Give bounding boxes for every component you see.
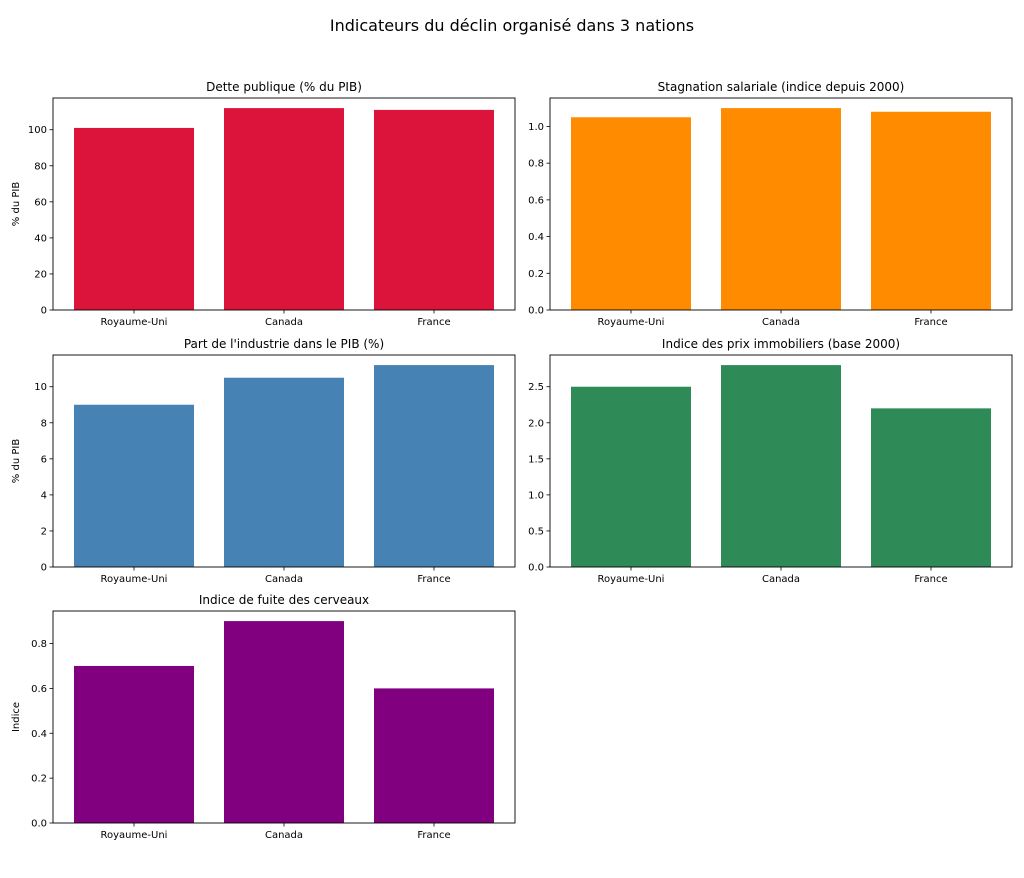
bar-france xyxy=(374,365,494,567)
y-tick-label: 2 xyxy=(41,526,47,537)
chart-4: 0.0 0.5 1.0 1.5 2.0 2.5 Royaume-Uni Canada Franc… xyxy=(528,337,1013,585)
x-tick-label-france: France xyxy=(417,830,450,841)
bar-canada xyxy=(224,108,344,310)
bar-royaume-uni xyxy=(571,117,691,311)
y-tick-label: 0.0 xyxy=(528,306,544,317)
bar-france xyxy=(374,109,494,311)
x-tick-label-royaume-uni: Royaume-Uni xyxy=(101,317,168,328)
y-tick-label: 0.0 xyxy=(528,563,544,574)
y-tick-label: 1.5 xyxy=(528,454,544,465)
x-tick-label-royaume-uni: Royaume-Uni xyxy=(598,574,665,585)
bar-france xyxy=(871,408,991,567)
chart-2: 0.0 0.2 0.4 0.6 0.8 1.0 Royaume-Uni Canada Franc… xyxy=(528,80,1013,328)
chart-title: Dette publique (% du PIB) xyxy=(206,80,362,94)
y-tick-label: 0.8 xyxy=(31,639,47,650)
y-tick-label: 2.5 xyxy=(528,382,544,393)
bar-canada xyxy=(224,621,344,823)
chart-3: 0 2 4 6 8 10 Royaume-Uni Canada France Part de l'… xyxy=(11,337,516,585)
x-tick-label-royaume-uni: Royaume-Uni xyxy=(101,574,168,585)
chart-1: 0 20 40 60 80 100 Royaume-Uni Canada France Dette… xyxy=(11,80,516,328)
y-tick-label: 2.0 xyxy=(528,418,544,429)
y-tick-label: 80 xyxy=(34,161,47,172)
y-tick-label: 6 xyxy=(41,454,47,465)
y-tick-label: 100 xyxy=(28,125,47,136)
x-tick-label-canada: Canada xyxy=(265,830,303,841)
x-tick-label-france: France xyxy=(914,317,947,328)
bar-france xyxy=(374,688,494,823)
y-tick-label: 0.4 xyxy=(31,729,47,740)
x-tick-label-canada: Canada xyxy=(762,317,800,328)
y-tick-label: 0.4 xyxy=(528,232,544,243)
chart-title: Indice des prix immobiliers (base 2000) xyxy=(662,337,900,351)
y-tick-label: 0.6 xyxy=(528,195,544,206)
y-tick-label: 0.5 xyxy=(528,526,544,537)
y-tick-label: 4 xyxy=(41,490,47,501)
y-tick-label: 0 xyxy=(41,306,47,317)
x-tick-label-france: France xyxy=(417,317,450,328)
y-tick-label: 0.2 xyxy=(31,774,47,785)
bar-canada xyxy=(721,108,841,310)
y-tick-label: 1.0 xyxy=(528,122,544,133)
y-tick-label: 0.0 xyxy=(31,819,47,830)
x-tick-label-france: France xyxy=(914,574,947,585)
figure-title: Indicateurs du déclin organisé dans 3 na… xyxy=(330,16,694,35)
y-tick-label: 0.8 xyxy=(528,159,544,170)
y-tick-label: 0.6 xyxy=(31,684,47,695)
y-tick-label: 0.2 xyxy=(528,269,544,280)
y-tick-label: 60 xyxy=(34,197,47,208)
y-tick-label: 8 xyxy=(41,418,47,429)
x-tick-label-royaume-uni: Royaume-Uni xyxy=(598,317,665,328)
x-tick-label-france: France xyxy=(417,574,450,585)
bar-royaume-uni xyxy=(571,386,691,567)
y-axis-label: % du PIB xyxy=(11,439,22,484)
x-tick-label-canada: Canada xyxy=(265,317,303,328)
y-tick-label: 1.0 xyxy=(528,490,544,501)
y-tick-label: 10 xyxy=(34,382,47,393)
y-tick-label: 0 xyxy=(41,563,47,574)
chart-title: Stagnation salariale (indice depuis 2000… xyxy=(658,80,905,94)
bar-royaume-uni xyxy=(74,665,194,823)
bar-canada xyxy=(721,365,841,567)
bar-canada xyxy=(224,377,344,567)
bar-royaume-uni xyxy=(74,404,194,567)
bar-france xyxy=(871,111,991,311)
x-tick-label-royaume-uni: Royaume-Uni xyxy=(101,830,168,841)
y-axis-label: % du PIB xyxy=(11,182,22,227)
bar-royaume-uni xyxy=(74,127,194,311)
x-tick-label-canada: Canada xyxy=(265,574,303,585)
y-tick-label: 40 xyxy=(34,233,47,244)
y-axis-label: Indice xyxy=(11,702,22,732)
chart-title: Indice de fuite des cerveaux xyxy=(199,593,369,607)
y-tick-label: 20 xyxy=(34,269,47,280)
chart-5: 0.0 0.2 0.4 0.6 0.8 Royaume-Uni Canada France In… xyxy=(11,593,516,841)
x-tick-label-canada: Canada xyxy=(762,574,800,585)
chart-title: Part de l'industrie dans le PIB (%) xyxy=(184,337,384,351)
